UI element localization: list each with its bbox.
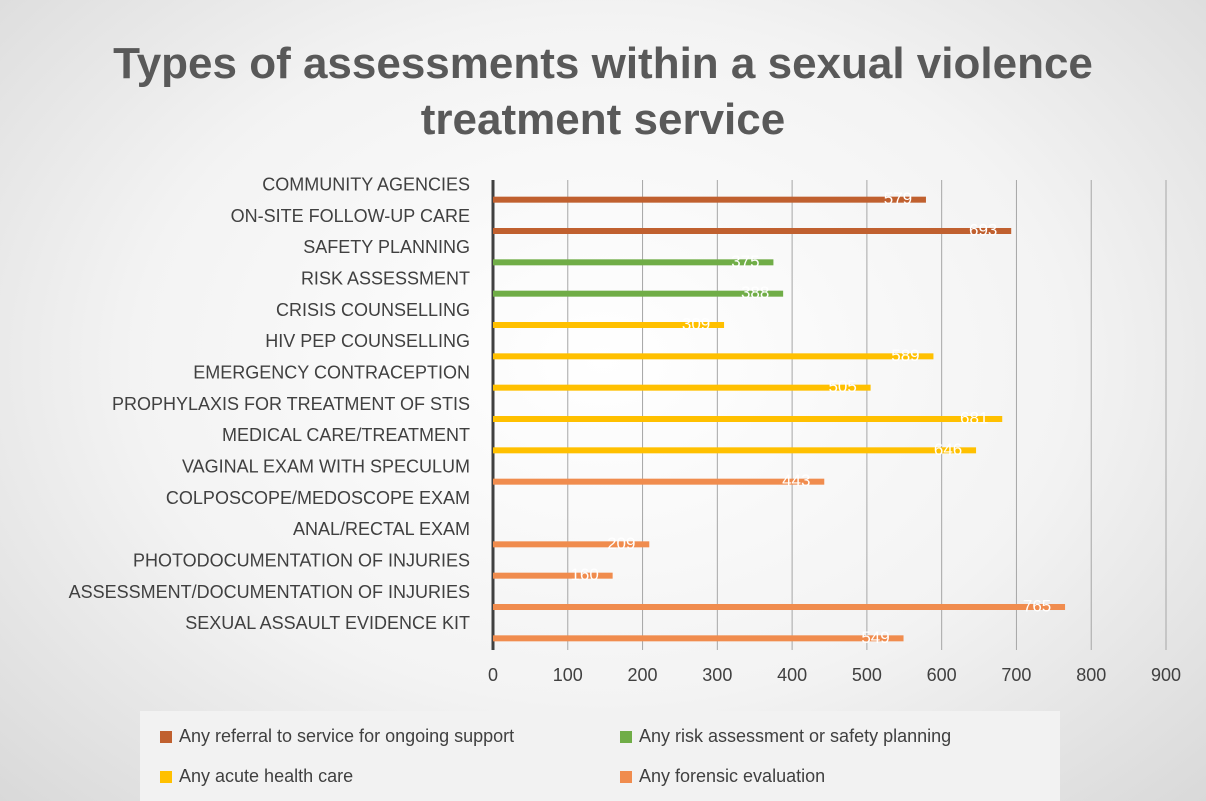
chart-title: Types of assessments within a sexual vio… — [113, 39, 1093, 144]
legend-label: Any referral to service for ongoing supp… — [179, 726, 514, 746]
bar — [493, 416, 1003, 422]
y-tick-label: ON-SITE FOLLOW-UP CARE — [231, 206, 470, 226]
bar — [493, 228, 1012, 234]
x-tick-label: 500 — [852, 665, 882, 685]
y-tick-label: SAFETY PLANNING — [303, 237, 470, 257]
bar — [493, 322, 725, 328]
data-label: 388 — [741, 283, 769, 302]
y-tick-label: SEXUAL ASSAULT EVIDENCE KIT — [185, 613, 470, 633]
x-tick-label: 300 — [702, 665, 732, 685]
data-label: 579 — [884, 189, 912, 208]
data-label: 549 — [861, 628, 889, 647]
data-label: 765 — [1023, 596, 1051, 615]
data-label: 443 — [782, 471, 810, 490]
bar — [493, 259, 774, 266]
bar — [493, 290, 784, 297]
y-tick-label: ASSESSMENT/DOCUMENTATION OF INJURIES — [69, 582, 470, 602]
y-tick-label: EMERGENCY CONTRACEPTION — [193, 362, 470, 382]
x-tick-label: 800 — [1076, 665, 1106, 685]
legend-swatch — [160, 771, 172, 783]
y-tick-label: COLPOSCOPE/MEDOSCOPE EXAM — [166, 488, 470, 508]
y-tick-label: MEDICAL CARE/TREATMENT — [222, 425, 470, 445]
x-tick-label: 200 — [628, 665, 658, 685]
data-label: 589 — [891, 346, 919, 365]
legend-label: Any forensic evaluation — [639, 766, 825, 786]
bar — [493, 635, 904, 642]
bar — [493, 478, 825, 485]
data-label: 160 — [570, 565, 598, 584]
x-tick-label: 600 — [927, 665, 957, 685]
legend-box — [140, 711, 1060, 801]
x-tick-label: 900 — [1151, 665, 1181, 685]
bar — [493, 572, 613, 579]
bar — [493, 604, 1066, 610]
y-tick-label: PHOTODOCUMENTATION OF INJURIES — [133, 550, 470, 570]
data-label: 505 — [828, 377, 856, 396]
data-label: 209 — [607, 534, 635, 553]
y-tick-label: HIV PEP COUNSELLING — [265, 331, 470, 351]
data-label: 681 — [960, 408, 988, 427]
data-label: 309 — [682, 314, 710, 333]
x-tick-label: 0 — [488, 665, 498, 685]
bar — [493, 353, 934, 360]
y-tick-label: RISK ASSESSMENT — [301, 268, 470, 288]
y-tick-label: ANAL/RECTAL EXAM — [293, 519, 470, 539]
bar — [493, 541, 650, 548]
legend-label: Any risk assessment or safety planning — [639, 726, 951, 746]
legend-swatch — [620, 771, 632, 783]
y-tick-label: COMMUNITY AGENCIES — [262, 174, 470, 194]
legend-swatch — [160, 731, 172, 743]
bar — [493, 196, 926, 203]
x-tick-label: 400 — [777, 665, 807, 685]
y-tick-label: CRISIS COUNSELLING — [276, 300, 470, 320]
data-label: 375 — [731, 252, 759, 271]
bar — [493, 384, 871, 391]
legend-label: Any acute health care — [179, 766, 353, 786]
y-tick-label: VAGINAL EXAM WITH SPECULUM — [182, 456, 470, 476]
bar — [493, 447, 977, 454]
legend-swatch — [620, 731, 632, 743]
data-label: 693 — [969, 220, 997, 239]
y-tick-label: PROPHYLAXIS FOR TREATMENT OF STIS — [112, 394, 470, 414]
x-tick-label: 700 — [1001, 665, 1031, 685]
data-label: 646 — [934, 440, 962, 459]
x-tick-label: 100 — [553, 665, 583, 685]
